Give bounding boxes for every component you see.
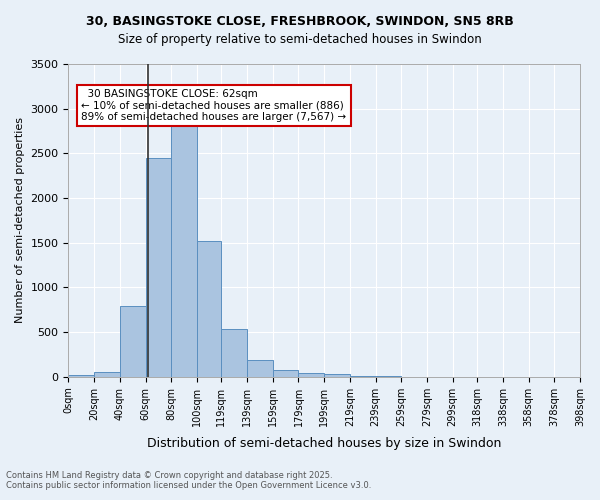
Bar <box>94 372 120 377</box>
Text: 30 BASINGSTOKE CLOSE: 62sqm
← 10% of semi-detached houses are smaller (886)
89% : 30 BASINGSTOKE CLOSE: 62sqm ← 10% of sem… <box>81 89 346 122</box>
Text: Size of property relative to semi-detached houses in Swindon: Size of property relative to semi-detach… <box>118 32 482 46</box>
Bar <box>68 375 94 377</box>
Y-axis label: Number of semi-detached properties: Number of semi-detached properties <box>15 118 25 324</box>
Text: Contains HM Land Registry data © Crown copyright and database right 2025.
Contai: Contains HM Land Registry data © Crown c… <box>6 470 371 490</box>
Bar <box>350 376 376 377</box>
Bar <box>120 306 146 377</box>
Bar <box>146 158 171 377</box>
Bar <box>197 241 221 377</box>
Bar <box>298 373 324 377</box>
Text: 30, BASINGSTOKE CLOSE, FRESHBROOK, SWINDON, SN5 8RB: 30, BASINGSTOKE CLOSE, FRESHBROOK, SWIND… <box>86 15 514 28</box>
Bar <box>247 360 273 377</box>
X-axis label: Distribution of semi-detached houses by size in Swindon: Distribution of semi-detached houses by … <box>147 437 502 450</box>
Bar <box>273 370 298 377</box>
Bar <box>324 374 350 377</box>
Bar <box>221 328 247 377</box>
Bar <box>171 118 197 377</box>
